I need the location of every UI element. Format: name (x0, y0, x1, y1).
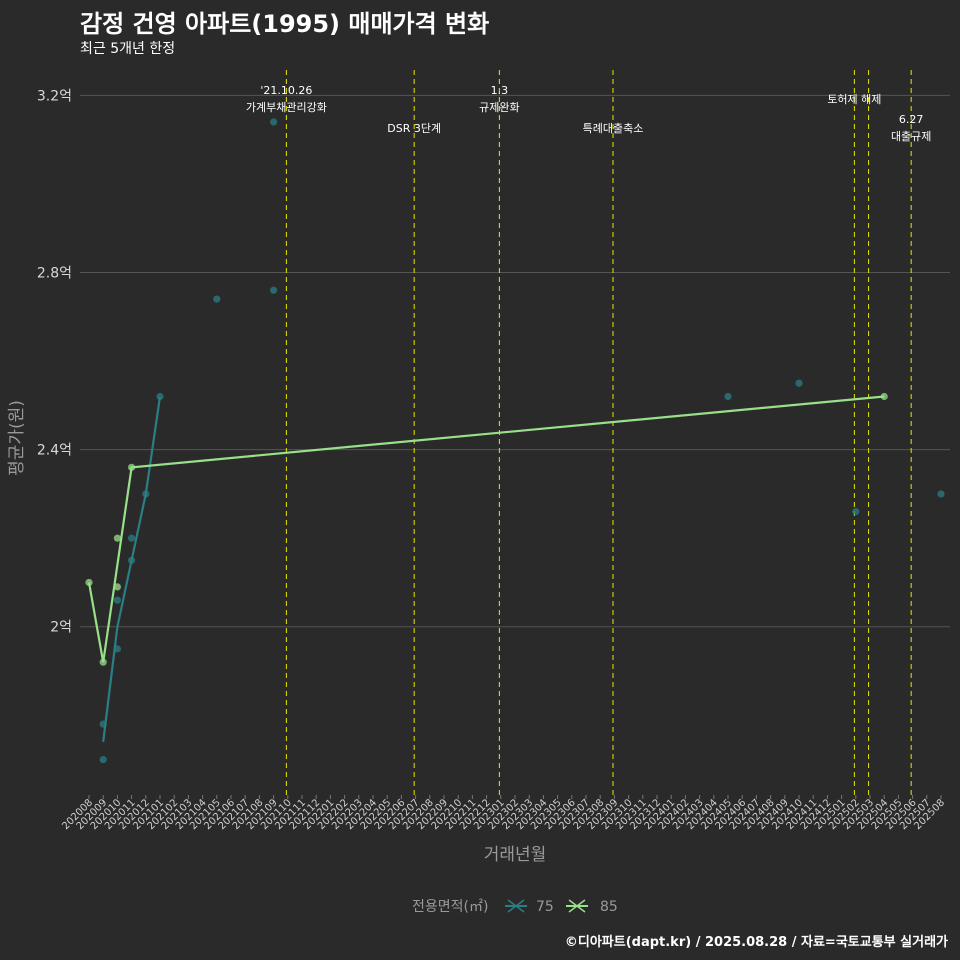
data-point-75 (128, 556, 136, 564)
event-label: 특례대출축소 (583, 122, 644, 135)
data-point-75 (99, 720, 107, 728)
legend: 전용면적(㎡) 75 85 (412, 899, 618, 915)
data-point-75 (99, 755, 107, 764)
series-line-85 (87, 395, 885, 663)
legend-title: 전용면적(㎡) (412, 899, 488, 915)
data-point-85 (113, 534, 121, 542)
data-point-75 (113, 596, 121, 604)
event-label: 규제완화 (479, 101, 519, 114)
y-axis-ticks: 2억 2.4억 2.8억 3.2억 (37, 88, 72, 635)
source-credit: ©디아파트(dapt.kr) / 2025.08.28 / 자료=국토교통부 실… (564, 935, 948, 950)
event-label: 6.27 (899, 113, 924, 126)
chart-title: 감정 건영 아파트(1995) 매매가격 변화 (80, 10, 490, 38)
data-point-75 (142, 490, 150, 498)
data-point-75 (937, 490, 945, 498)
data-point-85 (128, 463, 136, 471)
data-point-85 (880, 392, 888, 401)
data-point-75 (270, 118, 278, 126)
series-lines (87, 395, 885, 743)
event-label: 1.3 (491, 84, 509, 97)
data-point-75 (156, 392, 164, 401)
event-label: 토허제 해제 (827, 92, 881, 106)
data-point-75 (128, 534, 136, 542)
event-label: 가계부채관리강화 (246, 101, 327, 114)
series-points (85, 118, 945, 764)
legend-label: 75 (536, 899, 554, 915)
data-point-75 (852, 508, 860, 516)
event-label: 대출규제 (891, 130, 931, 143)
data-point-75 (795, 379, 803, 387)
event-label: DSR 3단계 (387, 122, 441, 135)
data-point-85 (113, 583, 121, 591)
data-point-85 (85, 578, 93, 587)
y-axis-title: 평균가(원) (7, 400, 27, 476)
y-tick-label: 3.2억 (37, 88, 72, 104)
y-tick-label: 2억 (50, 620, 72, 636)
event-label: '21.10.26 (260, 84, 312, 97)
x-axis-ticks: 2020082020092020102020112020122021012021… (60, 795, 947, 832)
y-tick-label: 2.8억 (37, 266, 72, 282)
y-gridlines (80, 94, 950, 628)
data-point-75 (213, 295, 221, 303)
legend-swatch-cross (507, 899, 525, 913)
legend-swatch-cross (568, 899, 586, 913)
x-axis-title: 거래년월 (484, 845, 547, 865)
data-point-75 (270, 286, 278, 294)
data-point-85 (99, 658, 107, 666)
legend-item-75[interactable]: 75 (505, 899, 554, 915)
series-line-75 (102, 396, 162, 743)
data-point-75 (113, 645, 121, 653)
legend-item-85[interactable]: 85 (566, 899, 618, 915)
data-point-75 (724, 392, 732, 401)
y-tick-label: 2.4억 (37, 443, 72, 459)
chart-subtitle: 최근 5개년 한정 (80, 41, 176, 57)
legend-label: 85 (600, 899, 618, 915)
